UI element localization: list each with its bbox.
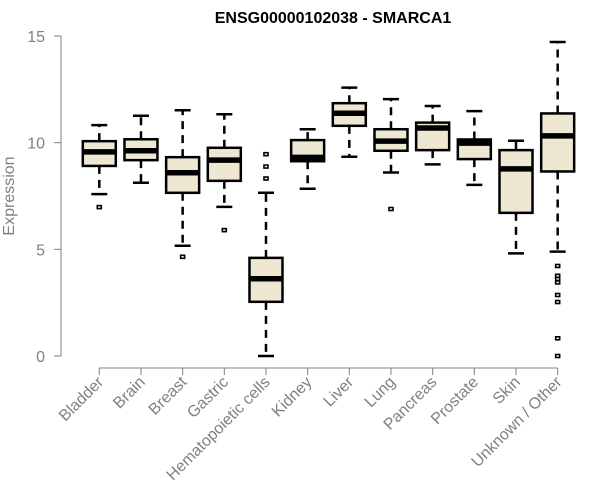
outlier-point xyxy=(263,164,269,169)
box-group xyxy=(123,114,159,185)
outlier-point xyxy=(388,206,394,212)
box-group xyxy=(414,104,451,166)
box-group xyxy=(206,113,243,233)
box-group xyxy=(248,151,284,358)
outlier-point xyxy=(554,292,561,298)
y-axis: 0 5 10 15 xyxy=(27,29,62,366)
outlier-point xyxy=(554,353,561,359)
x-tick-label: Lung xyxy=(362,374,399,411)
x-tick-label: Bladder xyxy=(56,373,107,424)
outlier-point xyxy=(263,151,269,157)
y-tick-label: 5 xyxy=(36,242,45,259)
outlier-point xyxy=(554,335,561,341)
y-tick-label: 10 xyxy=(27,136,45,153)
outlier-point xyxy=(96,204,103,210)
x-tick-label: Kidney xyxy=(269,374,316,421)
box-group xyxy=(289,127,326,190)
outlier-point xyxy=(554,280,561,285)
box-group xyxy=(81,123,118,210)
y-tick-label: 15 xyxy=(27,29,45,46)
outlier-point xyxy=(554,299,561,305)
outlier-point xyxy=(263,176,269,181)
box-iqr xyxy=(206,146,243,183)
box-group xyxy=(331,86,368,158)
plot-area xyxy=(81,40,576,359)
box-group xyxy=(498,139,534,255)
chart-title: ENSG00000102038 - SMARCA1 xyxy=(215,10,452,27)
outlier-point xyxy=(221,227,228,233)
y-tick-label: 0 xyxy=(36,349,45,366)
outlier-point xyxy=(554,276,561,282)
x-tick-label: Breast xyxy=(146,373,191,418)
box-group xyxy=(373,97,409,212)
x-tick-label: Liver xyxy=(321,373,358,410)
box-iqr xyxy=(539,112,576,173)
outlier-point xyxy=(554,263,561,269)
x-tick-label: Skin xyxy=(490,374,524,408)
x-tick-label: Brain xyxy=(110,374,148,412)
box-iqr xyxy=(498,148,534,215)
box-group xyxy=(164,108,201,260)
y-axis-title: Expression xyxy=(1,156,18,235)
outlier-point xyxy=(179,254,186,260)
box-group xyxy=(539,40,576,359)
box-group xyxy=(456,109,493,187)
